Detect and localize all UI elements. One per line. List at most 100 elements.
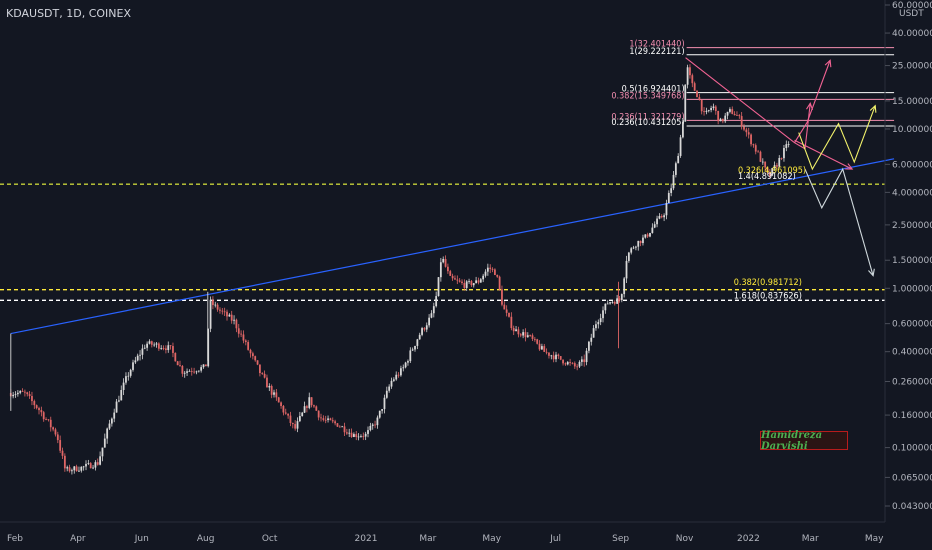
candle-body — [371, 424, 374, 426]
candle-body — [757, 151, 760, 153]
candle-body — [308, 397, 311, 408]
fib-level-label: 1(29.222121) — [629, 47, 684, 57]
candle-body — [536, 339, 539, 344]
candle-body — [559, 356, 562, 360]
candle-body — [78, 470, 80, 472]
candle-body — [595, 324, 597, 329]
candle-body — [421, 328, 423, 335]
fib-level-label: 0.236(10.431205) — [611, 118, 684, 128]
candle-body — [432, 306, 435, 314]
time-axis[interactable]: Feb Apr Jun Aug Oct 2021 Mar May Jul Sep Nov 2022 Ma… — [7, 534, 884, 544]
candle-body — [740, 116, 743, 127]
candle-body — [273, 392, 275, 395]
candle-body — [620, 294, 623, 301]
price-axis-label: 40.000000 — [892, 29, 932, 39]
candle-body — [576, 366, 579, 368]
candle-body — [80, 466, 83, 471]
candle-body — [237, 328, 240, 334]
candle-body — [256, 360, 259, 365]
projection-arrowhead — [869, 104, 877, 113]
candle-body — [787, 144, 790, 145]
candle-body — [315, 406, 318, 411]
candle-body — [526, 335, 529, 338]
candle-body — [362, 436, 365, 437]
candle-body — [630, 248, 633, 253]
price-axis-label: 0.400000 — [892, 348, 932, 358]
candle-body — [73, 466, 76, 471]
candle-body — [686, 67, 689, 85]
candle-body — [653, 224, 656, 228]
candle-body — [428, 317, 431, 326]
candle-body — [658, 216, 661, 219]
candle-body — [712, 106, 715, 109]
price-axis[interactable]: 60.000000 40.000000 25.000000 15.000000 10.0… — [885, 1, 932, 512]
candle-body — [505, 309, 508, 313]
candle-body — [63, 455, 66, 469]
candle-body — [378, 410, 381, 418]
candle-body — [745, 129, 748, 133]
candle-body — [510, 316, 513, 329]
candle-body — [277, 397, 280, 403]
candle-body — [604, 303, 607, 311]
candle-body — [613, 301, 616, 304]
candle-body — [190, 371, 193, 372]
candle-body — [324, 419, 327, 421]
candle-body — [385, 390, 388, 398]
candle-body — [353, 434, 355, 437]
candle-body — [287, 413, 290, 416]
candle-body — [223, 311, 226, 313]
candle-body — [731, 109, 734, 114]
candle-body — [768, 172, 771, 176]
candle-body — [721, 118, 724, 122]
price-axis-label: 25.000000 — [892, 62, 932, 72]
candle-body — [99, 456, 102, 465]
candle-body — [179, 365, 181, 366]
candle-body — [16, 392, 19, 395]
candle-body — [268, 386, 271, 388]
candle-body — [738, 115, 741, 117]
candle-body — [588, 341, 590, 351]
candle-body — [75, 466, 78, 472]
candle-body — [214, 304, 217, 306]
candle-body — [289, 415, 292, 424]
price-axis-label: 0.600000 — [892, 320, 932, 330]
candle-body — [12, 394, 15, 397]
candle-body — [345, 432, 348, 434]
candle-body — [68, 467, 71, 472]
candle-body — [120, 389, 123, 401]
candle-body — [94, 462, 97, 468]
candle-body — [45, 419, 47, 420]
candle-body — [33, 401, 36, 406]
candle-body — [66, 467, 69, 469]
candle-body — [562, 359, 564, 364]
candle-body — [310, 397, 313, 406]
projection-arrowhead — [824, 59, 832, 68]
candle-body — [468, 281, 470, 282]
candle-body — [414, 345, 416, 350]
candle-body — [670, 188, 673, 193]
candle-body — [329, 418, 332, 421]
candle-body — [656, 218, 658, 225]
candle-body — [759, 151, 762, 162]
candle-body — [136, 355, 139, 361]
candle-body — [150, 341, 153, 345]
candle-body — [503, 304, 506, 310]
candle-body — [651, 227, 654, 233]
candle-body — [689, 67, 691, 76]
candle-body — [609, 302, 611, 304]
candle-body — [564, 363, 567, 365]
candle-body — [566, 362, 569, 365]
candle-body — [101, 447, 104, 457]
symbol-title[interactable]: KDAUSDT, 1D, COINEX — [6, 7, 131, 20]
candle-body — [489, 267, 492, 269]
candle-body — [684, 84, 687, 122]
projection-path — [685, 57, 811, 150]
candle-body — [463, 283, 466, 288]
candle-body — [515, 329, 517, 332]
candle-body — [409, 350, 412, 362]
candle-body — [444, 258, 447, 267]
projection-arrowhead — [845, 163, 854, 170]
author-badge: Hamidreza Darvishi — [760, 430, 848, 452]
candle-body — [19, 391, 22, 393]
